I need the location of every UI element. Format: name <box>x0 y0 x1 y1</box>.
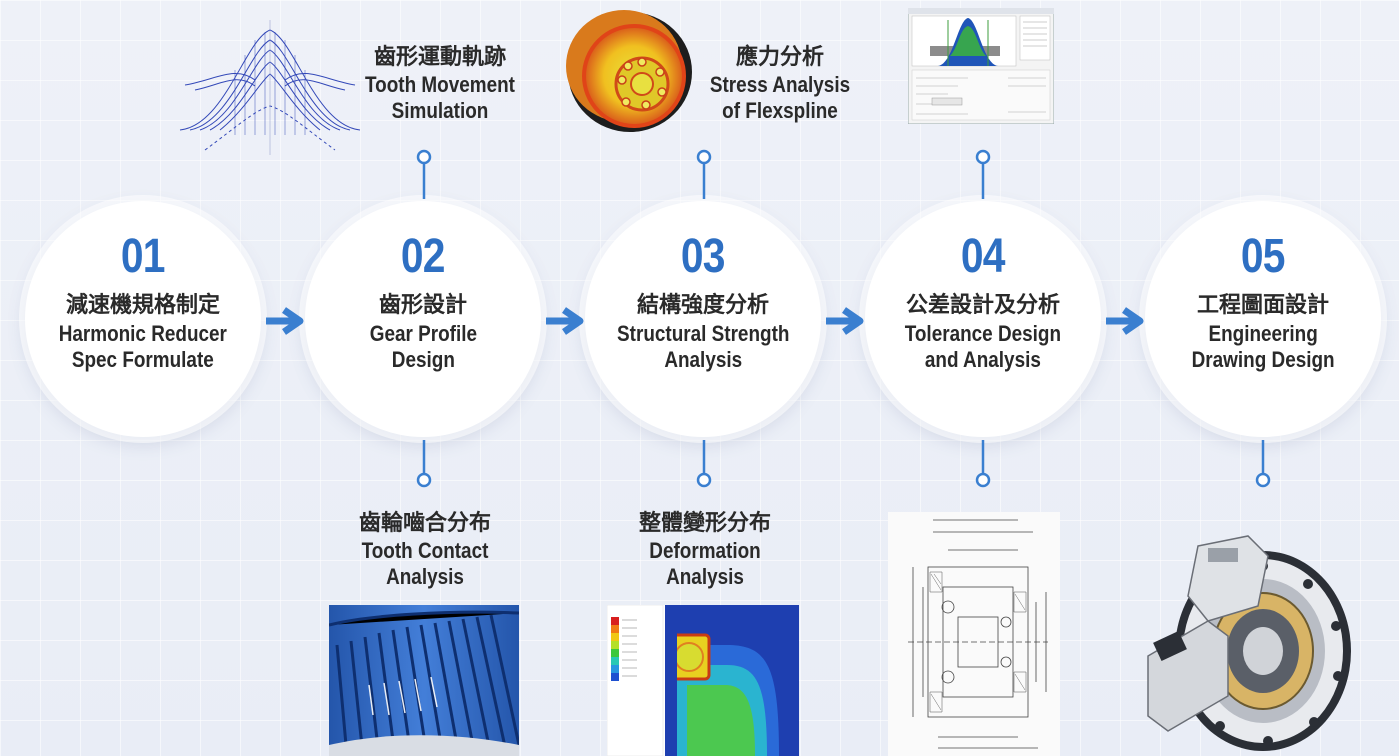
arrow-right-icon <box>546 307 584 335</box>
connector-pin-bottom <box>416 440 432 488</box>
arrow-right-icon <box>266 307 304 335</box>
caption-title-zh: 齒輪嚙合分布 <box>358 511 491 536</box>
step-title-en: Tolerance Design and Analysis <box>904 321 1062 372</box>
connector-pin-bottom <box>1255 440 1271 488</box>
step-number: 02 <box>401 230 446 283</box>
step-04: 04 公差設計及分析 Tolerance Design and Analysis <box>865 201 1101 437</box>
engineering-drawing-image <box>888 512 1060 756</box>
connector-pin-top <box>416 149 432 199</box>
step-title-zh: 工程圖面設計 <box>1196 293 1329 318</box>
reducer-cutaway-image <box>1147 535 1351 751</box>
caption-title-zh: 應力分析 <box>735 45 824 70</box>
step-title-en: Structural Strength Analysis <box>616 321 790 372</box>
step-title-zh: 公差設計及分析 <box>905 293 1060 318</box>
step-title-en: Harmonic Reducer Spec Formulate <box>58 321 228 372</box>
step-05: 05 工程圖面設計 Engineering Drawing Design <box>1145 201 1381 437</box>
step-03: 03 結構強度分析 Structural Strength Analysis <box>585 201 821 437</box>
caption-stress-analysis: 應力分析 Stress Analysis of Flexspline <box>680 44 880 124</box>
arrow-right-icon <box>826 307 864 335</box>
caption-title-zh: 整體變形分布 <box>638 511 771 536</box>
step-02: 02 齒形設計 Gear Profile Design <box>305 201 541 437</box>
connector-pin-top <box>975 149 991 199</box>
step-number: 03 <box>681 230 726 283</box>
tolerance-software-image <box>908 8 1054 124</box>
flexspline-stress-image <box>566 10 692 132</box>
deformation-image <box>607 605 799 756</box>
caption-tooth-movement: 齒形運動軌跡 Tooth Movement Simulation <box>340 44 540 124</box>
step-title-en: Engineering Drawing Design <box>1191 321 1335 372</box>
caption-title-zh: 齒形運動軌跡 <box>373 45 506 70</box>
step-title-zh: 齒形設計 <box>378 293 467 318</box>
step-number: 04 <box>961 230 1006 283</box>
caption-title-en: Tooth Contact Analysis <box>361 538 489 589</box>
connector-pin-top <box>696 149 712 199</box>
step-title-zh: 結構強度分析 <box>636 293 769 318</box>
caption-title-en: Tooth Movement Simulation <box>365 72 515 123</box>
caption-tooth-contact: 齒輪嚙合分布 Tooth Contact Analysis <box>325 510 525 590</box>
connector-pin-bottom <box>696 440 712 488</box>
arrow-right-icon <box>1106 307 1144 335</box>
tooth-contact-image <box>329 605 519 756</box>
tooth-movement-image <box>179 20 361 155</box>
caption-deformation: 整體變形分布 Deformation Analysis <box>605 510 805 590</box>
step-01: 01 減速機規格制定 Harmonic Reducer Spec Formula… <box>25 201 261 437</box>
step-title-en: Gear Profile Design <box>369 321 477 372</box>
step-number: 01 <box>121 230 166 283</box>
caption-title-en: Stress Analysis of Flexspline <box>709 72 851 123</box>
step-number: 05 <box>1241 230 1286 283</box>
step-title-zh: 減速機規格制定 <box>65 293 220 318</box>
connector-pin-bottom <box>975 440 991 488</box>
caption-title-en: Deformation Analysis <box>649 538 761 589</box>
